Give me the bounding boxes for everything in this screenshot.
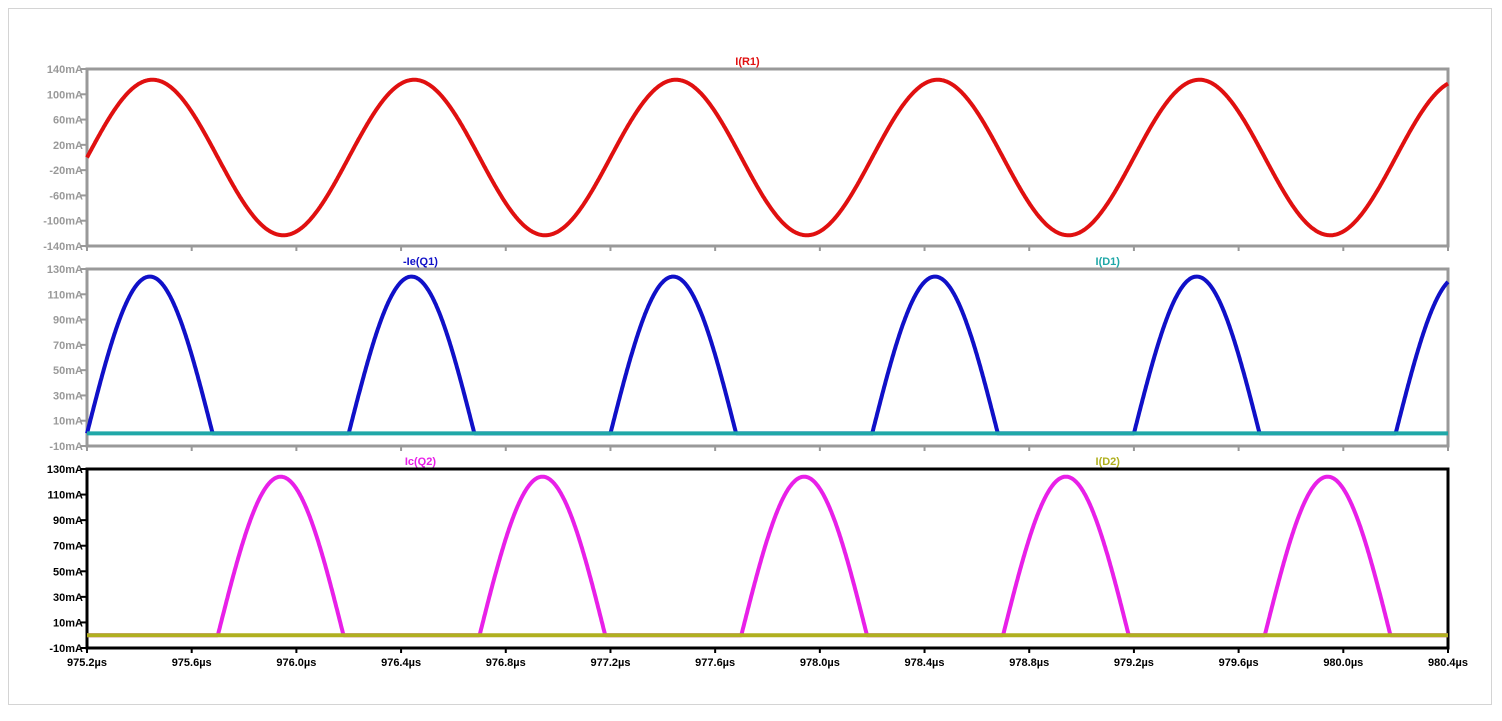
y-tick-label: 110mA bbox=[48, 490, 84, 502]
y-tick-label: 30mA bbox=[53, 592, 83, 604]
y-tick-label: -140mA bbox=[43, 241, 83, 253]
y-tick-label: 30mA bbox=[53, 390, 83, 402]
series-label: Ic(Q2) bbox=[405, 456, 437, 468]
plot-panel-3-frame bbox=[85, 467, 1450, 650]
x-tick-label: 977.2µs bbox=[590, 657, 630, 669]
y-tick-label: 90mA bbox=[53, 315, 83, 327]
y-tick-label: 50mA bbox=[53, 566, 83, 578]
series-label: I(D2) bbox=[1096, 456, 1121, 468]
y-tick-label: -10mA bbox=[49, 643, 83, 655]
x-tick-label: 976.0µs bbox=[276, 657, 316, 669]
y-tick-label: 20mA bbox=[53, 140, 83, 152]
y-tick-label: 140mA bbox=[47, 64, 83, 76]
series-label: I(D1) bbox=[1096, 256, 1121, 268]
y-tick-label: -20mA bbox=[49, 165, 83, 177]
y-tick-label: -60mA bbox=[49, 190, 83, 202]
y-tick-label: 100mA bbox=[47, 89, 83, 101]
series-label: I(R1) bbox=[735, 56, 760, 68]
y-tick-label: 70mA bbox=[53, 340, 83, 352]
y-tick-label: 90mA bbox=[53, 515, 83, 527]
series-label: -Ie(Q1) bbox=[403, 256, 438, 268]
series-line-ieq1 bbox=[85, 274, 1450, 436]
series-line-ir1 bbox=[85, 77, 1450, 238]
x-tick-label: 978.4µs bbox=[905, 657, 945, 669]
x-tick-label: 976.4µs bbox=[381, 657, 421, 669]
y-tick-label: 50mA bbox=[53, 365, 83, 377]
y-tick-label: -100mA bbox=[43, 216, 83, 228]
x-tick-label: 975.2µs bbox=[67, 657, 107, 669]
x-tick-label: 980.4µs bbox=[1428, 657, 1468, 669]
y-tick-label: 60mA bbox=[53, 115, 83, 127]
series-line-icq2 bbox=[85, 474, 1450, 638]
x-tick-label: 978.8µs bbox=[1009, 657, 1049, 669]
y-tick-label: 10mA bbox=[53, 617, 83, 629]
x-tick-label: 977.6µs bbox=[695, 657, 735, 669]
y-tick-label: -10mA bbox=[49, 441, 83, 453]
x-tick-label: 978.0µs bbox=[800, 657, 840, 669]
y-tick-label: 110mA bbox=[48, 289, 84, 301]
y-tick-label: 70mA bbox=[53, 541, 83, 553]
x-tick-label: 980.0µs bbox=[1323, 657, 1363, 669]
y-tick-label: 10mA bbox=[53, 416, 83, 428]
x-tick-label: 979.2µs bbox=[1114, 657, 1154, 669]
x-tick-label: 976.8µs bbox=[486, 657, 526, 669]
y-tick-label: 130mA bbox=[47, 264, 83, 276]
y-tick-label: 130mA bbox=[47, 464, 83, 476]
plot-panel-2-frame bbox=[85, 267, 1450, 448]
x-tick-label: 975.6µs bbox=[172, 657, 212, 669]
x-tick-label: 979.6µs bbox=[1219, 657, 1259, 669]
plot-panel-1-frame bbox=[85, 67, 1450, 248]
